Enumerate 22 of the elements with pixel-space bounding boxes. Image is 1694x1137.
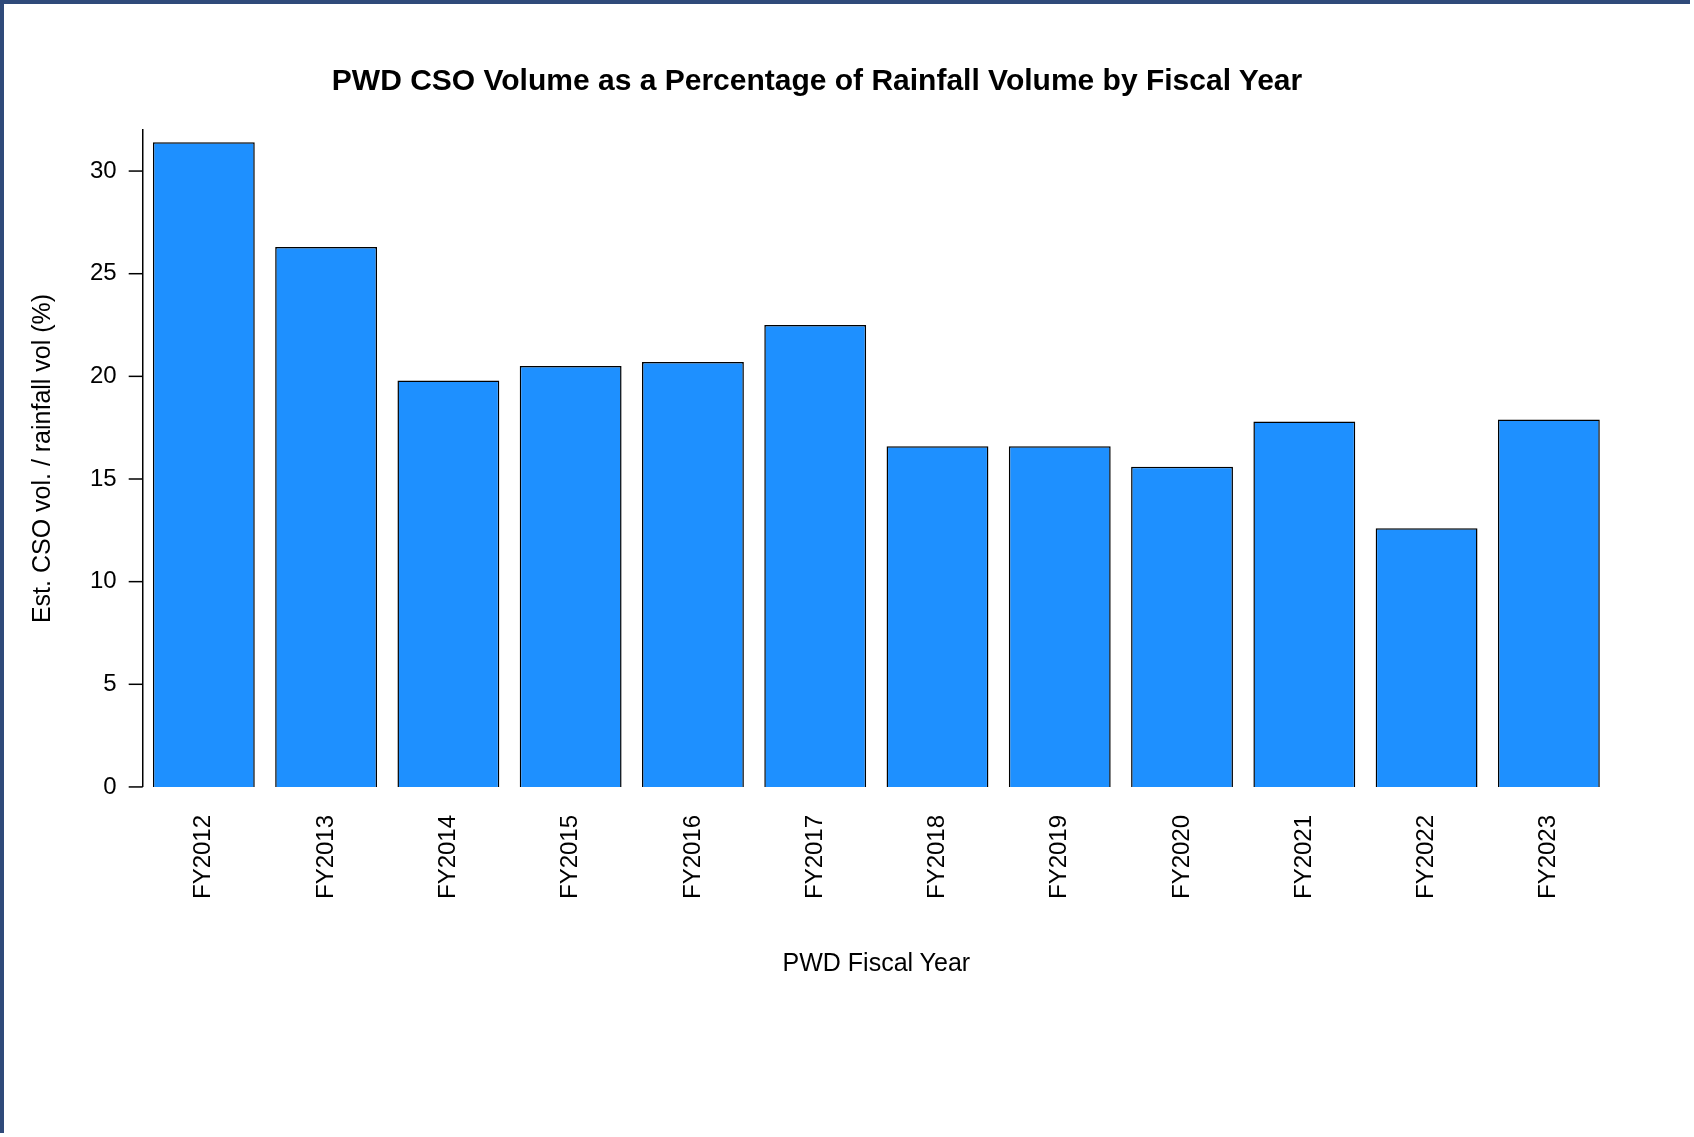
x-tick-label: FY2017 xyxy=(799,814,827,899)
chart-title: PWD CSO Volume as a Percentage of Rainfall Volume by Fiscal Year xyxy=(331,63,1303,97)
x-tick-label: FY2019 xyxy=(1044,814,1072,899)
x-tick-label: FY2016 xyxy=(677,814,705,899)
y-tick-label: 30 xyxy=(89,155,117,183)
x-tick-label: FY2013 xyxy=(310,814,338,899)
x-tick-label: FY2014 xyxy=(433,814,461,899)
x-tick-label: FY2021 xyxy=(1288,814,1316,899)
y-tick-label: 20 xyxy=(89,360,117,388)
y-tick-label: 0 xyxy=(103,771,117,799)
x-tick-label: FY2022 xyxy=(1411,814,1439,899)
x-tick-label: FY2023 xyxy=(1533,814,1561,899)
y-tick-label: 15 xyxy=(89,463,117,491)
x-axis-title: PWD Fiscal Year xyxy=(782,947,971,976)
x-tick-label: FY2018 xyxy=(922,814,950,899)
x-tick-label: FY2012 xyxy=(188,814,216,899)
y-tick-label: 25 xyxy=(89,258,117,286)
y-axis-title: Est. CSO vol. / rainfall vol (%) xyxy=(26,293,55,624)
x-tick-label: FY2015 xyxy=(555,814,583,899)
x-tick-label: FY2020 xyxy=(1166,814,1194,899)
y-tick-label: 5 xyxy=(103,668,117,696)
y-tick-label: 10 xyxy=(89,566,117,594)
